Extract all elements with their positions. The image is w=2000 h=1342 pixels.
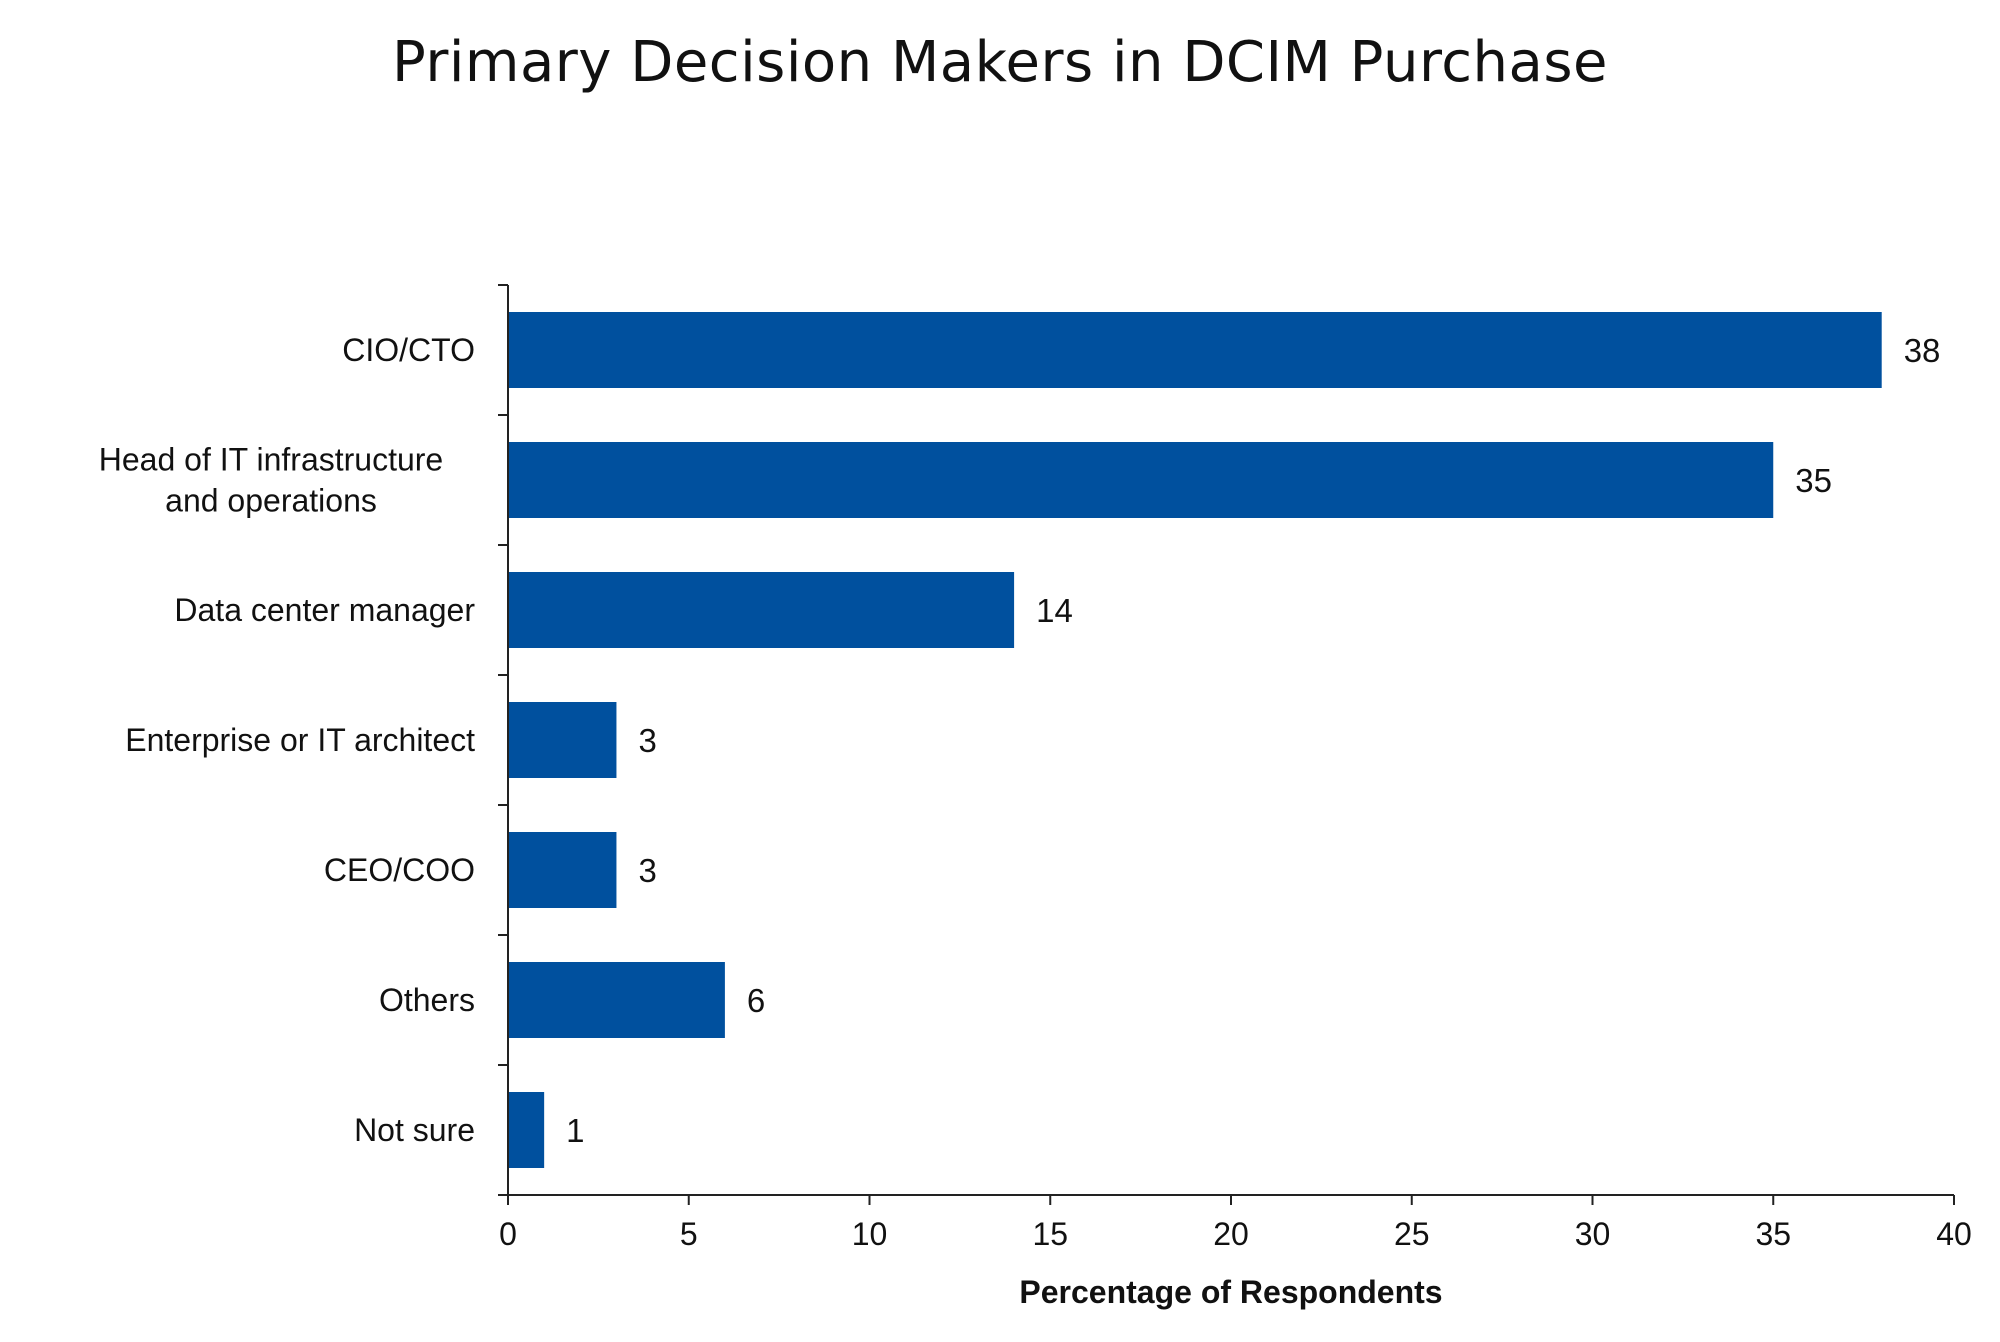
bar	[508, 1092, 545, 1168]
data-label: 3	[638, 852, 656, 889]
x-tick-label: 30	[1575, 1216, 1611, 1252]
category-label: CIO/CTO	[342, 332, 475, 368]
bar	[508, 572, 1015, 648]
chart-title: Primary Decision Makers in DCIM Purchase	[392, 30, 1608, 95]
category-label: Head of IT infrastructure and operations	[99, 442, 443, 519]
x-tick-label: 35	[1755, 1216, 1791, 1252]
data-label: 35	[1795, 462, 1832, 499]
category-label: CEO/COO	[324, 852, 475, 888]
category-label: Enterprise or IT architect	[125, 722, 475, 758]
data-label: 38	[1904, 332, 1941, 369]
x-tick-label: 20	[1213, 1216, 1249, 1252]
data-label: 1	[566, 1112, 584, 1149]
bar	[508, 442, 1774, 518]
data-label: 14	[1036, 592, 1073, 629]
x-axis-title: Percentage of Respondents	[1019, 1274, 1442, 1310]
x-tick-label: 0	[499, 1216, 517, 1252]
data-label: 3	[638, 722, 656, 759]
x-tick-label: 40	[1936, 1216, 1972, 1252]
bar	[508, 312, 1882, 388]
category-label: Data center manager	[174, 592, 475, 628]
bar	[508, 962, 725, 1038]
axes-layer	[498, 284, 1955, 1205]
bar	[508, 702, 617, 778]
data-label: 6	[747, 982, 765, 1019]
bars-layer	[508, 312, 1882, 1168]
category-label: Not sure	[354, 1112, 475, 1148]
category-label: Others	[379, 982, 475, 1018]
bar	[508, 832, 617, 908]
x-tick-label: 5	[680, 1216, 698, 1252]
x-tick-label: 10	[852, 1216, 888, 1252]
x-tick-label: 25	[1394, 1216, 1430, 1252]
x-tick-label: 15	[1032, 1216, 1068, 1252]
